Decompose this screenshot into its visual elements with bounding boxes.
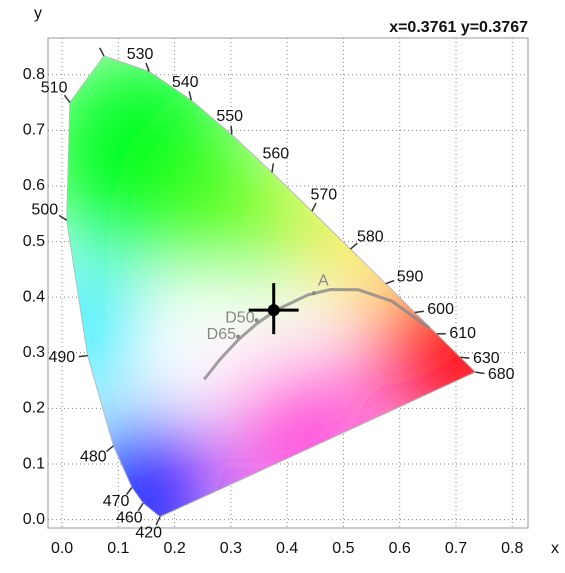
wavelength-label: 600: [427, 301, 454, 318]
y-tick-label: 0.5: [23, 233, 45, 250]
wavelength-label: 560: [262, 146, 289, 163]
y-tick-label: 0.1: [23, 455, 45, 472]
illuminant-label: D65: [207, 326, 236, 343]
x-axis-label: x: [551, 540, 559, 557]
wavelength-label: 500: [31, 202, 58, 219]
x-tick-label: 0.1: [107, 540, 129, 557]
y-tick-label: 0.4: [23, 288, 45, 305]
wavelength-label: 680: [488, 366, 515, 383]
wavelength-label: 590: [397, 269, 424, 286]
x-tick-label: 0.3: [220, 540, 242, 557]
x-tick-label: 0.2: [163, 540, 185, 557]
illuminant-point: [255, 318, 259, 322]
y-tick-label: 0.2: [23, 400, 45, 417]
wavelength-tick: [460, 357, 469, 358]
wavelength-label: 510: [41, 79, 68, 96]
y-axis-label: y: [34, 5, 42, 22]
cursor-point: [268, 304, 280, 316]
y-tick-label: 0.3: [23, 344, 45, 361]
wavelength-label: 570: [311, 186, 338, 203]
x-tick-label: 0.8: [501, 540, 523, 557]
x-tick-label: 0.0: [51, 540, 73, 557]
wavelength-label: 540: [172, 74, 199, 91]
y-tick-label: 0.7: [23, 122, 45, 139]
wavelength-label: 490: [48, 349, 75, 366]
wavelength-label: 610: [449, 325, 476, 342]
x-tick-label: 0.7: [445, 540, 467, 557]
wavelength-label: 460: [116, 510, 143, 527]
illuminant-point: [236, 335, 240, 339]
illuminant-label: D50: [225, 309, 254, 326]
y-tick-label: 0.6: [23, 177, 45, 194]
x-tick-label: 0.6: [389, 540, 411, 557]
x-tick-label: 0.4: [276, 540, 298, 557]
wavelength-label: 630: [473, 350, 500, 367]
wavelength-tick: [231, 126, 232, 135]
illuminant-point: [312, 291, 316, 295]
wavelength-label: 420: [135, 524, 162, 541]
wavelength-label: 480: [80, 448, 107, 465]
illuminant-label: A: [318, 272, 329, 289]
y-tick-label: 0.0: [23, 511, 45, 528]
cursor-readout: x=0.3761 y=0.3767: [389, 19, 528, 36]
wavelength-label: 580: [357, 229, 384, 246]
wavelength-label: 530: [127, 46, 154, 63]
wavelength-label: 550: [216, 108, 243, 125]
wavelength-label: 470: [103, 493, 130, 510]
x-tick-label: 0.5: [332, 540, 354, 557]
